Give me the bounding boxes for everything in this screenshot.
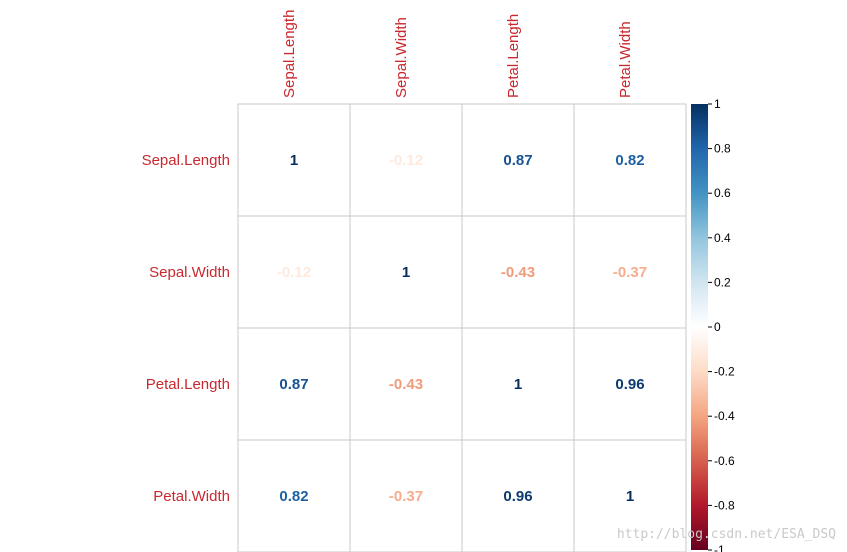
value-sepal-length-petal-length: 0.87 — [503, 152, 532, 169]
matrix-cell-sepal-length-petal-width — [573, 103, 687, 217]
matrix-cell-sepal-width-petal-width — [573, 215, 687, 329]
matrix-values: 1 -0.12 0.87 0.82 -0.12 1 -0.43 -0.37 0.87 -0.43 1… — [277, 152, 647, 505]
row-label-sepal-length: Sepal.Length — [142, 152, 230, 169]
value-petal-width-petal-width: 1 — [626, 488, 634, 505]
value-sepal-width-petal-length: -0.43 — [501, 264, 535, 281]
matrix-cell-sepal-length-sepal-length — [237, 103, 351, 217]
color-bar-tick-label: -0.8 — [714, 498, 735, 512]
column-labels: Sepal.Length Sepal.Width Petal.Length Petal… — [281, 10, 634, 98]
row-label-petal-width: Petal.Width — [153, 488, 230, 505]
matrix-cell-petal-width-sepal-length — [237, 439, 351, 552]
value-sepal-length-sepal-width: -0.12 — [389, 152, 423, 169]
value-sepal-length-sepal-length: 1 — [290, 152, 298, 169]
value-petal-length-petal-width: 0.96 — [615, 376, 644, 393]
color-bar-tick-label: -0.6 — [714, 454, 735, 468]
color-bar — [691, 104, 708, 550]
value-sepal-length-petal-width: 0.82 — [615, 152, 644, 169]
value-sepal-width-sepal-width: 1 — [402, 264, 410, 281]
matrix-cell-petal-width-petal-length — [461, 439, 575, 552]
value-sepal-width-sepal-length: -0.12 — [277, 264, 311, 281]
matrix-cell-petal-length-petal-width — [573, 327, 687, 441]
row-labels: Sepal.Length Sepal.Width Petal.Length Petal… — [142, 152, 230, 505]
color-bar-tick-label: 0 — [714, 320, 721, 334]
matrix-grid — [237, 103, 687, 552]
value-petal-length-petal-length: 1 — [514, 376, 522, 393]
value-petal-length-sepal-width: -0.43 — [389, 376, 423, 393]
column-label-petal-length: Petal.Length — [505, 14, 522, 98]
column-label-sepal-length: Sepal.Length — [281, 10, 298, 98]
row-label-sepal-width: Sepal.Width — [149, 264, 230, 281]
color-bar-tick-label: 0.2 — [714, 275, 731, 289]
color-bar-tick-label: -0.2 — [714, 365, 735, 379]
watermark: http://blog.csdn.net/ESA_DSQ — [617, 527, 836, 542]
color-bar-tick-label: 0.6 — [714, 186, 731, 200]
value-petal-length-sepal-length: 0.87 — [279, 376, 308, 393]
value-sepal-width-petal-width: -0.37 — [613, 264, 647, 281]
matrix-cell-sepal-length-sepal-width — [349, 103, 463, 217]
color-bar-tick-label: -1 — [714, 543, 725, 552]
color-legend: 1 0.8 0.6 0.4 0.2 0 -0.2 -0.4 -0.6 -0.8 -1 — [691, 97, 735, 552]
row-label-petal-length: Petal.Length — [146, 376, 230, 393]
matrix-cell-sepal-length-petal-length — [461, 103, 575, 217]
matrix-cell-sepal-width-sepal-length — [237, 215, 351, 329]
color-bar-tick-label: -0.4 — [714, 409, 735, 423]
value-petal-width-sepal-length: 0.82 — [279, 488, 308, 505]
matrix-cell-petal-width-petal-width — [573, 439, 687, 552]
color-bar-tick-label: 0.4 — [714, 231, 731, 245]
value-petal-width-sepal-width: -0.37 — [389, 488, 423, 505]
column-label-petal-width: Petal.Width — [617, 21, 634, 98]
matrix-cell-sepal-width-sepal-width — [349, 215, 463, 329]
color-bar-tick-label: 1 — [714, 97, 721, 111]
color-bar-tick-label: 0.8 — [714, 142, 731, 156]
value-petal-width-petal-length: 0.96 — [503, 488, 532, 505]
column-label-sepal-width: Sepal.Width — [393, 17, 410, 98]
matrix-cell-petal-width-sepal-width — [349, 439, 463, 552]
matrix-cell-petal-length-sepal-width — [349, 327, 463, 441]
